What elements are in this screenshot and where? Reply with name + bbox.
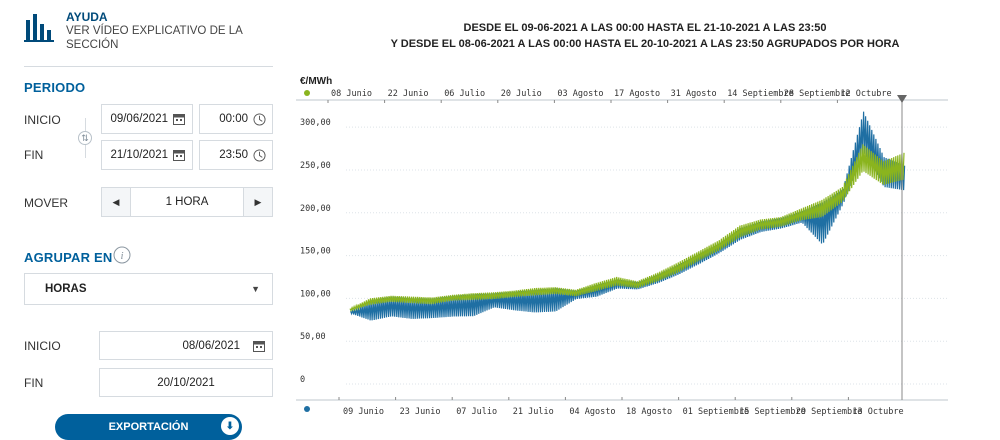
y-tick-label: 100,00: [300, 289, 331, 299]
top-tick-label: 03 Agosto: [557, 89, 603, 99]
y-tick-label: 50,00: [300, 332, 326, 342]
bottom-tick-label: 23 Junio: [400, 407, 441, 417]
y-tick-label: 0: [300, 375, 305, 385]
bottom-tick-label: 01 Septiembre: [683, 407, 750, 417]
bottom-tick-label: 21 Julio: [513, 407, 554, 417]
help-video-link[interactable]: VER VÍDEO EXPLICATIVO DE LA SECCIÓN: [66, 25, 243, 51]
fin-label: FIN: [24, 148, 44, 162]
cursor-marker: [897, 95, 907, 103]
price-chart: €/MWh 0 50,00 100,00 150,00 200,00 250,00 300,0…: [296, 76, 948, 417]
inicio-label: INICIO: [24, 113, 61, 127]
agrupar-select[interactable]: HORAS ▼: [24, 273, 273, 305]
top-tick-label: 28 Septiembre: [784, 89, 851, 99]
swap-dates-icon[interactable]: ⇅: [78, 131, 92, 145]
clock-icon[interactable]: [252, 112, 266, 126]
y-tick-label: 250,00: [300, 161, 331, 171]
series-line-green: [349, 144, 905, 312]
top-tick-label: 20 Julio: [501, 89, 542, 99]
clock-icon[interactable]: [252, 148, 266, 162]
y-tick-label: 300,00: [300, 118, 331, 128]
bottom-tick-label: 15 Septiembre: [739, 407, 806, 417]
help-title[interactable]: AYUDA: [66, 10, 108, 24]
comp-fin-date-field[interactable]: 20/10/2021: [99, 368, 273, 397]
svg-text:i: i: [120, 250, 123, 262]
chevron-right-icon[interactable]: ▶: [244, 188, 272, 216]
info-icon[interactable]: i: [113, 246, 131, 264]
dropdown-arrow-icon: ▼: [251, 284, 260, 294]
mover-value: 1 HORA: [130, 188, 244, 216]
bottom-tick-label: 13 Octubre: [852, 407, 903, 417]
top-tick-label: 08 Junio: [331, 89, 372, 99]
agrupar-title: AGRUPAR EN: [24, 250, 113, 265]
inicio-date-field[interactable]: 09/06/2021: [101, 104, 193, 134]
top-tick-label: 22 Junio: [388, 89, 429, 99]
chart-title: DESDE EL 09-06-2021 A LAS 00:00 HASTA EL…: [300, 20, 990, 52]
mover-label: MOVER: [24, 196, 69, 210]
chart-title-line2: Y DESDE EL 08-06-2021 A LAS 00:00 HASTA …: [390, 38, 900, 50]
fin-time-field[interactable]: 23:50: [199, 140, 273, 170]
bottom-tick-label: 09 Junio: [343, 407, 384, 417]
top-tick-label: 12 Octubre: [840, 89, 891, 99]
fin-date-field[interactable]: 21/10/2021: [101, 140, 193, 170]
bottom-tick-label: 29 Septiembre: [796, 407, 863, 417]
comp-inicio-date-field[interactable]: 08/06/2021: [99, 331, 273, 360]
top-tick-label: 17 Agosto: [614, 89, 660, 99]
download-icon: ⬇: [221, 417, 239, 435]
export-button[interactable]: EXPORTACIÓN ⬇: [55, 414, 242, 440]
top-tick-label: 14 Septiembre: [727, 89, 794, 99]
chart-title-line1: DESDE EL 09-06-2021 A LAS 00:00 HASTA EL…: [463, 22, 827, 34]
bottom-tick-label: 18 Agosto: [626, 407, 672, 417]
top-tick-label: 31 Agosto: [671, 89, 717, 99]
y-unit-label: €/MWh: [300, 76, 332, 87]
calendar-icon[interactable]: [172, 112, 186, 126]
divider: [24, 66, 273, 67]
comp-inicio-label: INICIO: [24, 339, 61, 353]
calendar-icon[interactable]: [252, 339, 266, 353]
bottom-tick-label: 04 Agosto: [569, 407, 615, 417]
calendar-icon[interactable]: [172, 148, 186, 162]
chevron-left-icon[interactable]: ◀: [102, 188, 130, 216]
mover-stepper: ◀ 1 HORA ▶: [101, 187, 273, 217]
y-tick-label: 150,00: [300, 247, 331, 257]
bottom-tick-label: 07 Julio: [456, 407, 497, 417]
legend-dot-blue: [304, 406, 310, 412]
y-tick-label: 200,00: [300, 204, 331, 214]
chart-bars-icon[interactable]: [24, 12, 54, 42]
inicio-time-field[interactable]: 00:00: [199, 104, 273, 134]
periodo-title: PERIODO: [24, 80, 86, 95]
comp-fin-label: FIN: [24, 376, 44, 390]
legend-dot-green: [304, 90, 310, 96]
top-tick-label: 06 Julio: [444, 89, 485, 99]
